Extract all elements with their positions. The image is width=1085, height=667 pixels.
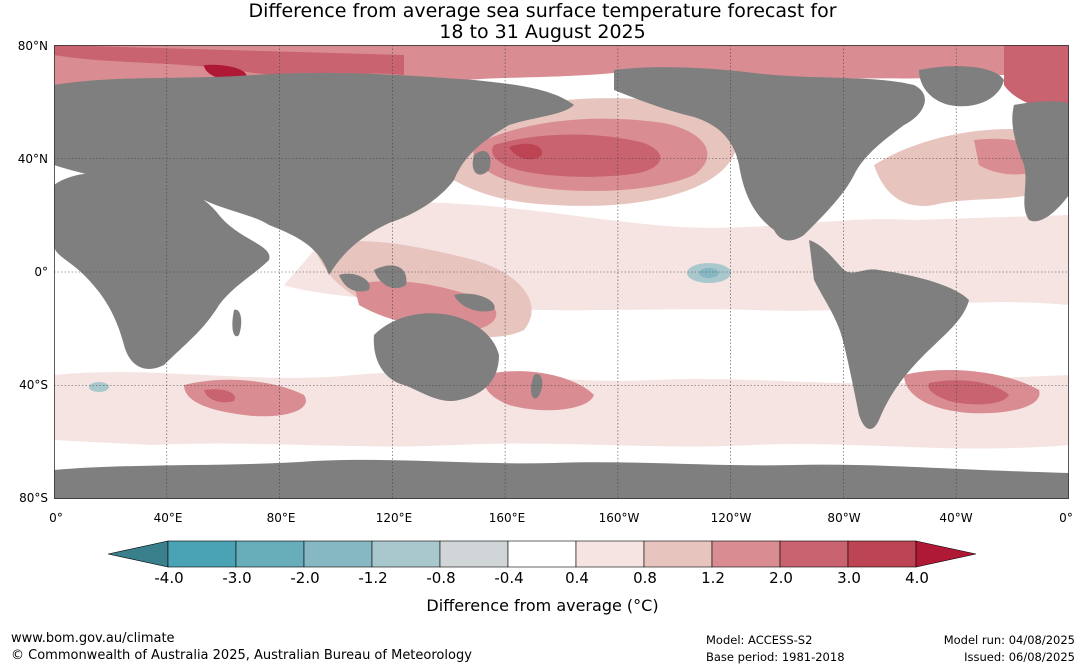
colorbar-tick: -1.2 xyxy=(358,569,388,587)
land-north-america xyxy=(614,67,925,241)
land-borneo xyxy=(374,265,407,289)
colorbar-tick: 2.0 xyxy=(769,569,793,587)
lon-label-160w: 160°W xyxy=(598,511,640,525)
colorbar-segment xyxy=(235,540,305,568)
land-europe-right xyxy=(1012,101,1069,222)
land-antarctica xyxy=(54,459,1069,499)
anomaly-s-atlantic-cool xyxy=(89,382,109,392)
colorbar-label: Difference from average (°C) xyxy=(426,596,659,615)
lon-label-0-left: 0° xyxy=(49,511,63,525)
map-title-line2: 18 to 31 August 2025 xyxy=(439,21,646,43)
anomaly-southern-band xyxy=(54,372,1069,449)
land-africa xyxy=(54,172,270,369)
land-south-america xyxy=(809,240,969,430)
colorbar-tick: -0.8 xyxy=(426,569,456,587)
colorbar-segment xyxy=(371,540,441,568)
colorbar-tick: 4.0 xyxy=(905,569,929,587)
lat-label-0: 0° xyxy=(34,265,48,279)
colorbar-segment xyxy=(643,540,713,568)
footer-copyright: © Commonwealth of Australia 2025, Austra… xyxy=(11,648,472,663)
lat-label-80s: 80°S xyxy=(19,491,48,505)
map-frame xyxy=(54,45,1069,499)
colorbar-tick: -0.4 xyxy=(494,569,524,587)
colorbar-segment xyxy=(439,540,509,568)
lon-label-160e: 160°E xyxy=(488,511,526,525)
footer-model: Model: ACCESS-S2 xyxy=(706,633,813,647)
land-japan xyxy=(472,150,491,175)
land-new-zealand xyxy=(531,374,543,399)
land-greenland xyxy=(919,66,1004,107)
colorbar-tick: 0.4 xyxy=(565,569,589,587)
colorbar xyxy=(108,540,977,568)
lon-label-80e: 80°E xyxy=(266,511,296,525)
anomaly-greenland-sea xyxy=(1004,45,1069,109)
anomaly-fields xyxy=(54,45,1069,449)
footer-model-run: Model run: 04/08/2025 xyxy=(943,633,1075,647)
anomaly-npac-hotspot xyxy=(509,143,543,160)
colorbar-segment xyxy=(507,540,577,568)
colorbar-segment xyxy=(711,540,781,568)
land-australia xyxy=(373,313,499,402)
graticule xyxy=(54,45,1069,499)
footer-website: www.bom.gov.au/climate xyxy=(11,631,175,646)
colorbar-segment xyxy=(303,540,373,568)
colorbar-segment xyxy=(167,540,237,568)
land-masses xyxy=(54,66,1069,499)
sst-anomaly-map xyxy=(54,45,1069,499)
footer-base-period: Base period: 1981-2018 xyxy=(706,650,845,664)
colorbar-tick: 3.0 xyxy=(837,569,861,587)
lon-label-40e: 40°E xyxy=(153,511,183,525)
colorbar-over-arrow xyxy=(915,540,977,568)
anomaly-maritime-core xyxy=(354,280,497,331)
colorbar-tick: 1.2 xyxy=(701,569,725,587)
anomaly-barents xyxy=(54,45,404,76)
colorbar-under-arrow xyxy=(108,540,169,568)
land-new-guinea xyxy=(454,293,495,312)
map-title-line1: Difference from average sea surface temp… xyxy=(248,0,837,22)
lon-label-0-right: 0° xyxy=(1059,511,1073,525)
anomaly-eq-pacific-cool-core xyxy=(699,268,719,278)
colorbar-segment xyxy=(575,540,645,568)
land-madagascar xyxy=(232,309,242,337)
colorbar-tick: 0.8 xyxy=(633,569,657,587)
colorbar-tick: -3.0 xyxy=(222,569,252,587)
footer-issued: Issued: 06/08/2025 xyxy=(964,650,1075,664)
land-eurasia xyxy=(54,72,574,276)
anomaly-s-indian-core xyxy=(204,389,235,403)
lon-label-40w: 40°W xyxy=(939,511,973,525)
map-canvas xyxy=(54,45,1069,499)
colorbar-tick: -4.0 xyxy=(154,569,184,587)
lat-label-80n: 80°N xyxy=(17,39,48,53)
colorbar-segment xyxy=(847,540,917,568)
lat-label-40s: 40°S xyxy=(19,378,48,392)
lon-label-120w: 120°W xyxy=(710,511,752,525)
anomaly-s-indian-warm xyxy=(184,379,306,417)
anomaly-s-atlantic-core xyxy=(928,380,1009,405)
colorbar-segment xyxy=(779,540,849,568)
lon-label-120e: 120°E xyxy=(375,511,413,525)
lat-label-40n: 40°N xyxy=(17,152,48,166)
lon-label-80w: 80°W xyxy=(827,511,861,525)
colorbar-tick: -2.0 xyxy=(290,569,320,587)
land-sumatra xyxy=(339,273,370,292)
